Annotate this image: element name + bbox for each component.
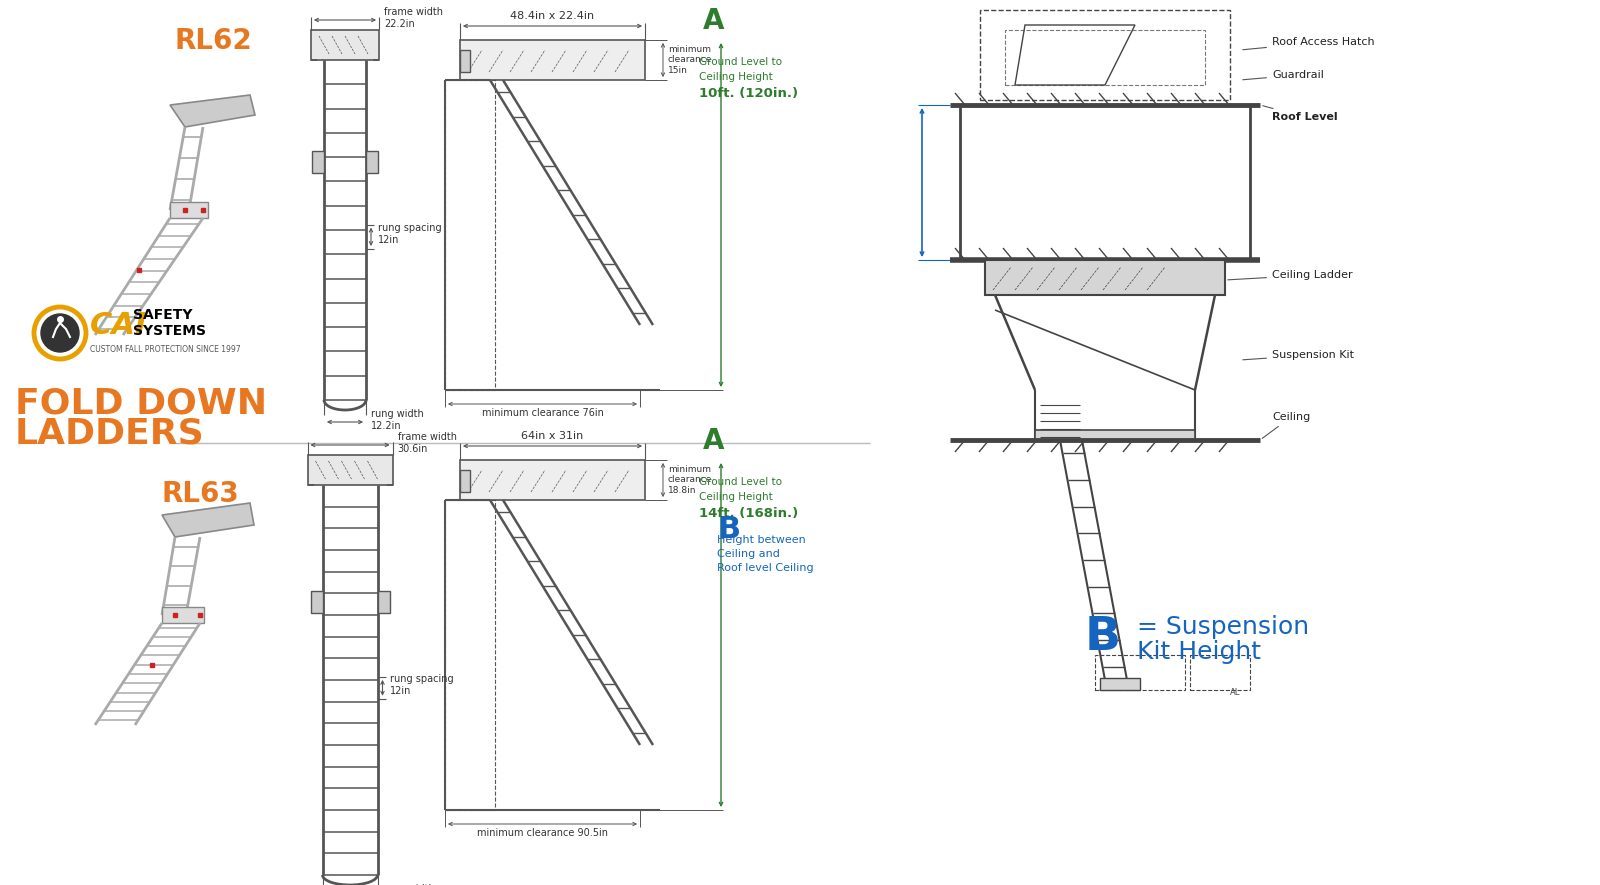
Text: B: B bbox=[717, 515, 741, 544]
Text: AL: AL bbox=[1230, 688, 1240, 697]
Text: minimum
clearance
18.8in: minimum clearance 18.8in bbox=[669, 466, 712, 495]
Bar bbox=[445, 500, 494, 810]
Circle shape bbox=[42, 314, 78, 352]
Text: RL63: RL63 bbox=[162, 480, 238, 508]
Text: Roof level Ceiling: Roof level Ceiling bbox=[717, 563, 814, 573]
Bar bbox=[307, 455, 392, 485]
Bar bbox=[310, 591, 323, 613]
Bar bbox=[1094, 655, 1186, 690]
Text: Roof Level: Roof Level bbox=[1262, 105, 1338, 122]
Text: Ground Level to: Ground Level to bbox=[699, 57, 782, 67]
Text: minimum clearance 76in: minimum clearance 76in bbox=[482, 408, 603, 418]
Text: A: A bbox=[702, 427, 725, 455]
Text: CUSTOM FALL PROTECTION SINCE 1997: CUSTOM FALL PROTECTION SINCE 1997 bbox=[90, 345, 240, 354]
Text: 14ft. (168in.): 14ft. (168in.) bbox=[699, 507, 798, 520]
Bar bbox=[170, 202, 208, 218]
Text: 64in x 31in: 64in x 31in bbox=[522, 431, 584, 441]
Bar bbox=[445, 80, 494, 390]
Bar bbox=[986, 260, 1226, 295]
Text: rung width
12.2in: rung width 12.2in bbox=[371, 409, 424, 431]
Text: A: A bbox=[702, 7, 725, 35]
Bar bbox=[1035, 430, 1195, 440]
Text: rung spacing
12in: rung spacing 12in bbox=[378, 223, 442, 244]
Bar bbox=[1005, 30, 1205, 85]
Bar bbox=[378, 591, 389, 613]
Polygon shape bbox=[170, 95, 254, 127]
Bar bbox=[461, 460, 645, 500]
Polygon shape bbox=[162, 503, 254, 537]
Text: Height between: Height between bbox=[717, 535, 806, 545]
Text: frame width
22.2in: frame width 22.2in bbox=[384, 7, 443, 29]
Text: SAFETY
SYSTEMS: SAFETY SYSTEMS bbox=[133, 308, 206, 338]
Bar bbox=[461, 40, 645, 80]
Text: RL62: RL62 bbox=[174, 27, 251, 55]
Text: CAI: CAI bbox=[90, 311, 147, 340]
Text: Ceiling and: Ceiling and bbox=[717, 549, 779, 559]
Text: rung spacing
12in: rung spacing 12in bbox=[389, 674, 453, 696]
Bar bbox=[979, 10, 1230, 100]
Text: Kit Height: Kit Height bbox=[1138, 640, 1261, 664]
Text: minimum
clearance
15in: minimum clearance 15in bbox=[669, 45, 712, 75]
Text: Roof Access Hatch: Roof Access Hatch bbox=[1243, 37, 1374, 50]
Text: B: B bbox=[1085, 615, 1122, 660]
Text: Suspension Kit: Suspension Kit bbox=[1243, 350, 1354, 360]
Bar bbox=[461, 470, 470, 492]
Text: 48.4in x 22.4in: 48.4in x 22.4in bbox=[510, 11, 595, 21]
Text: frame width
30.6in: frame width 30.6in bbox=[397, 432, 456, 454]
Text: LADDERS: LADDERS bbox=[14, 417, 205, 451]
Text: FOLD DOWN: FOLD DOWN bbox=[14, 387, 267, 421]
Text: Ceiling Ladder: Ceiling Ladder bbox=[1227, 270, 1352, 280]
Text: minimum clearance 90.5in: minimum clearance 90.5in bbox=[477, 828, 608, 838]
Bar bbox=[366, 151, 378, 173]
Text: Ceiling Height: Ceiling Height bbox=[699, 72, 773, 82]
Text: 10ft. (120in.): 10ft. (120in.) bbox=[699, 87, 798, 100]
Bar bbox=[312, 151, 323, 173]
Text: = Suspension: = Suspension bbox=[1138, 615, 1309, 639]
Bar bbox=[1101, 678, 1139, 690]
Bar bbox=[162, 607, 205, 623]
Bar bbox=[310, 30, 379, 60]
Text: Ceiling Height: Ceiling Height bbox=[699, 492, 773, 502]
Bar bbox=[461, 50, 470, 72]
Text: Ceiling: Ceiling bbox=[1262, 412, 1310, 438]
Text: Guardrail: Guardrail bbox=[1243, 70, 1323, 80]
Bar bbox=[1190, 655, 1250, 690]
Text: Ground Level to: Ground Level to bbox=[699, 477, 782, 487]
